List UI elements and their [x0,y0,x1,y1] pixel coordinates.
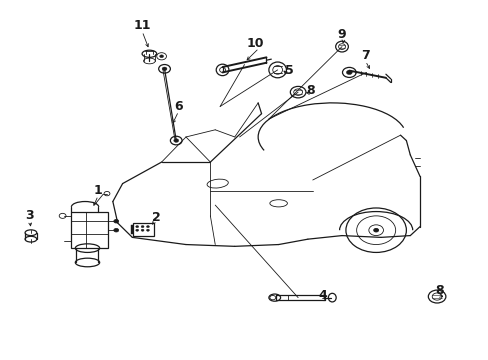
Text: 4: 4 [318,289,326,302]
Bar [71,212,108,248]
Text: 8: 8 [305,84,314,97]
Circle shape [346,70,351,75]
Circle shape [141,226,144,228]
Circle shape [114,228,119,232]
Text: 1: 1 [94,184,102,197]
Text: 2: 2 [152,211,161,224]
Circle shape [141,229,144,231]
Circle shape [162,67,166,71]
Text: 7: 7 [360,49,369,62]
Circle shape [173,139,178,142]
Text: 8: 8 [434,284,443,297]
Circle shape [373,228,378,232]
Bar [133,223,154,235]
Circle shape [159,55,163,58]
Bar [131,225,133,234]
Text: 9: 9 [337,28,346,41]
Text: 6: 6 [174,100,183,113]
Text: 3: 3 [25,210,34,222]
Circle shape [136,226,139,228]
Text: 10: 10 [246,36,264,50]
Circle shape [114,220,119,223]
Circle shape [136,229,139,231]
Circle shape [146,229,149,231]
Circle shape [146,226,149,228]
Text: 5: 5 [285,64,294,77]
Text: 11: 11 [133,19,150,32]
